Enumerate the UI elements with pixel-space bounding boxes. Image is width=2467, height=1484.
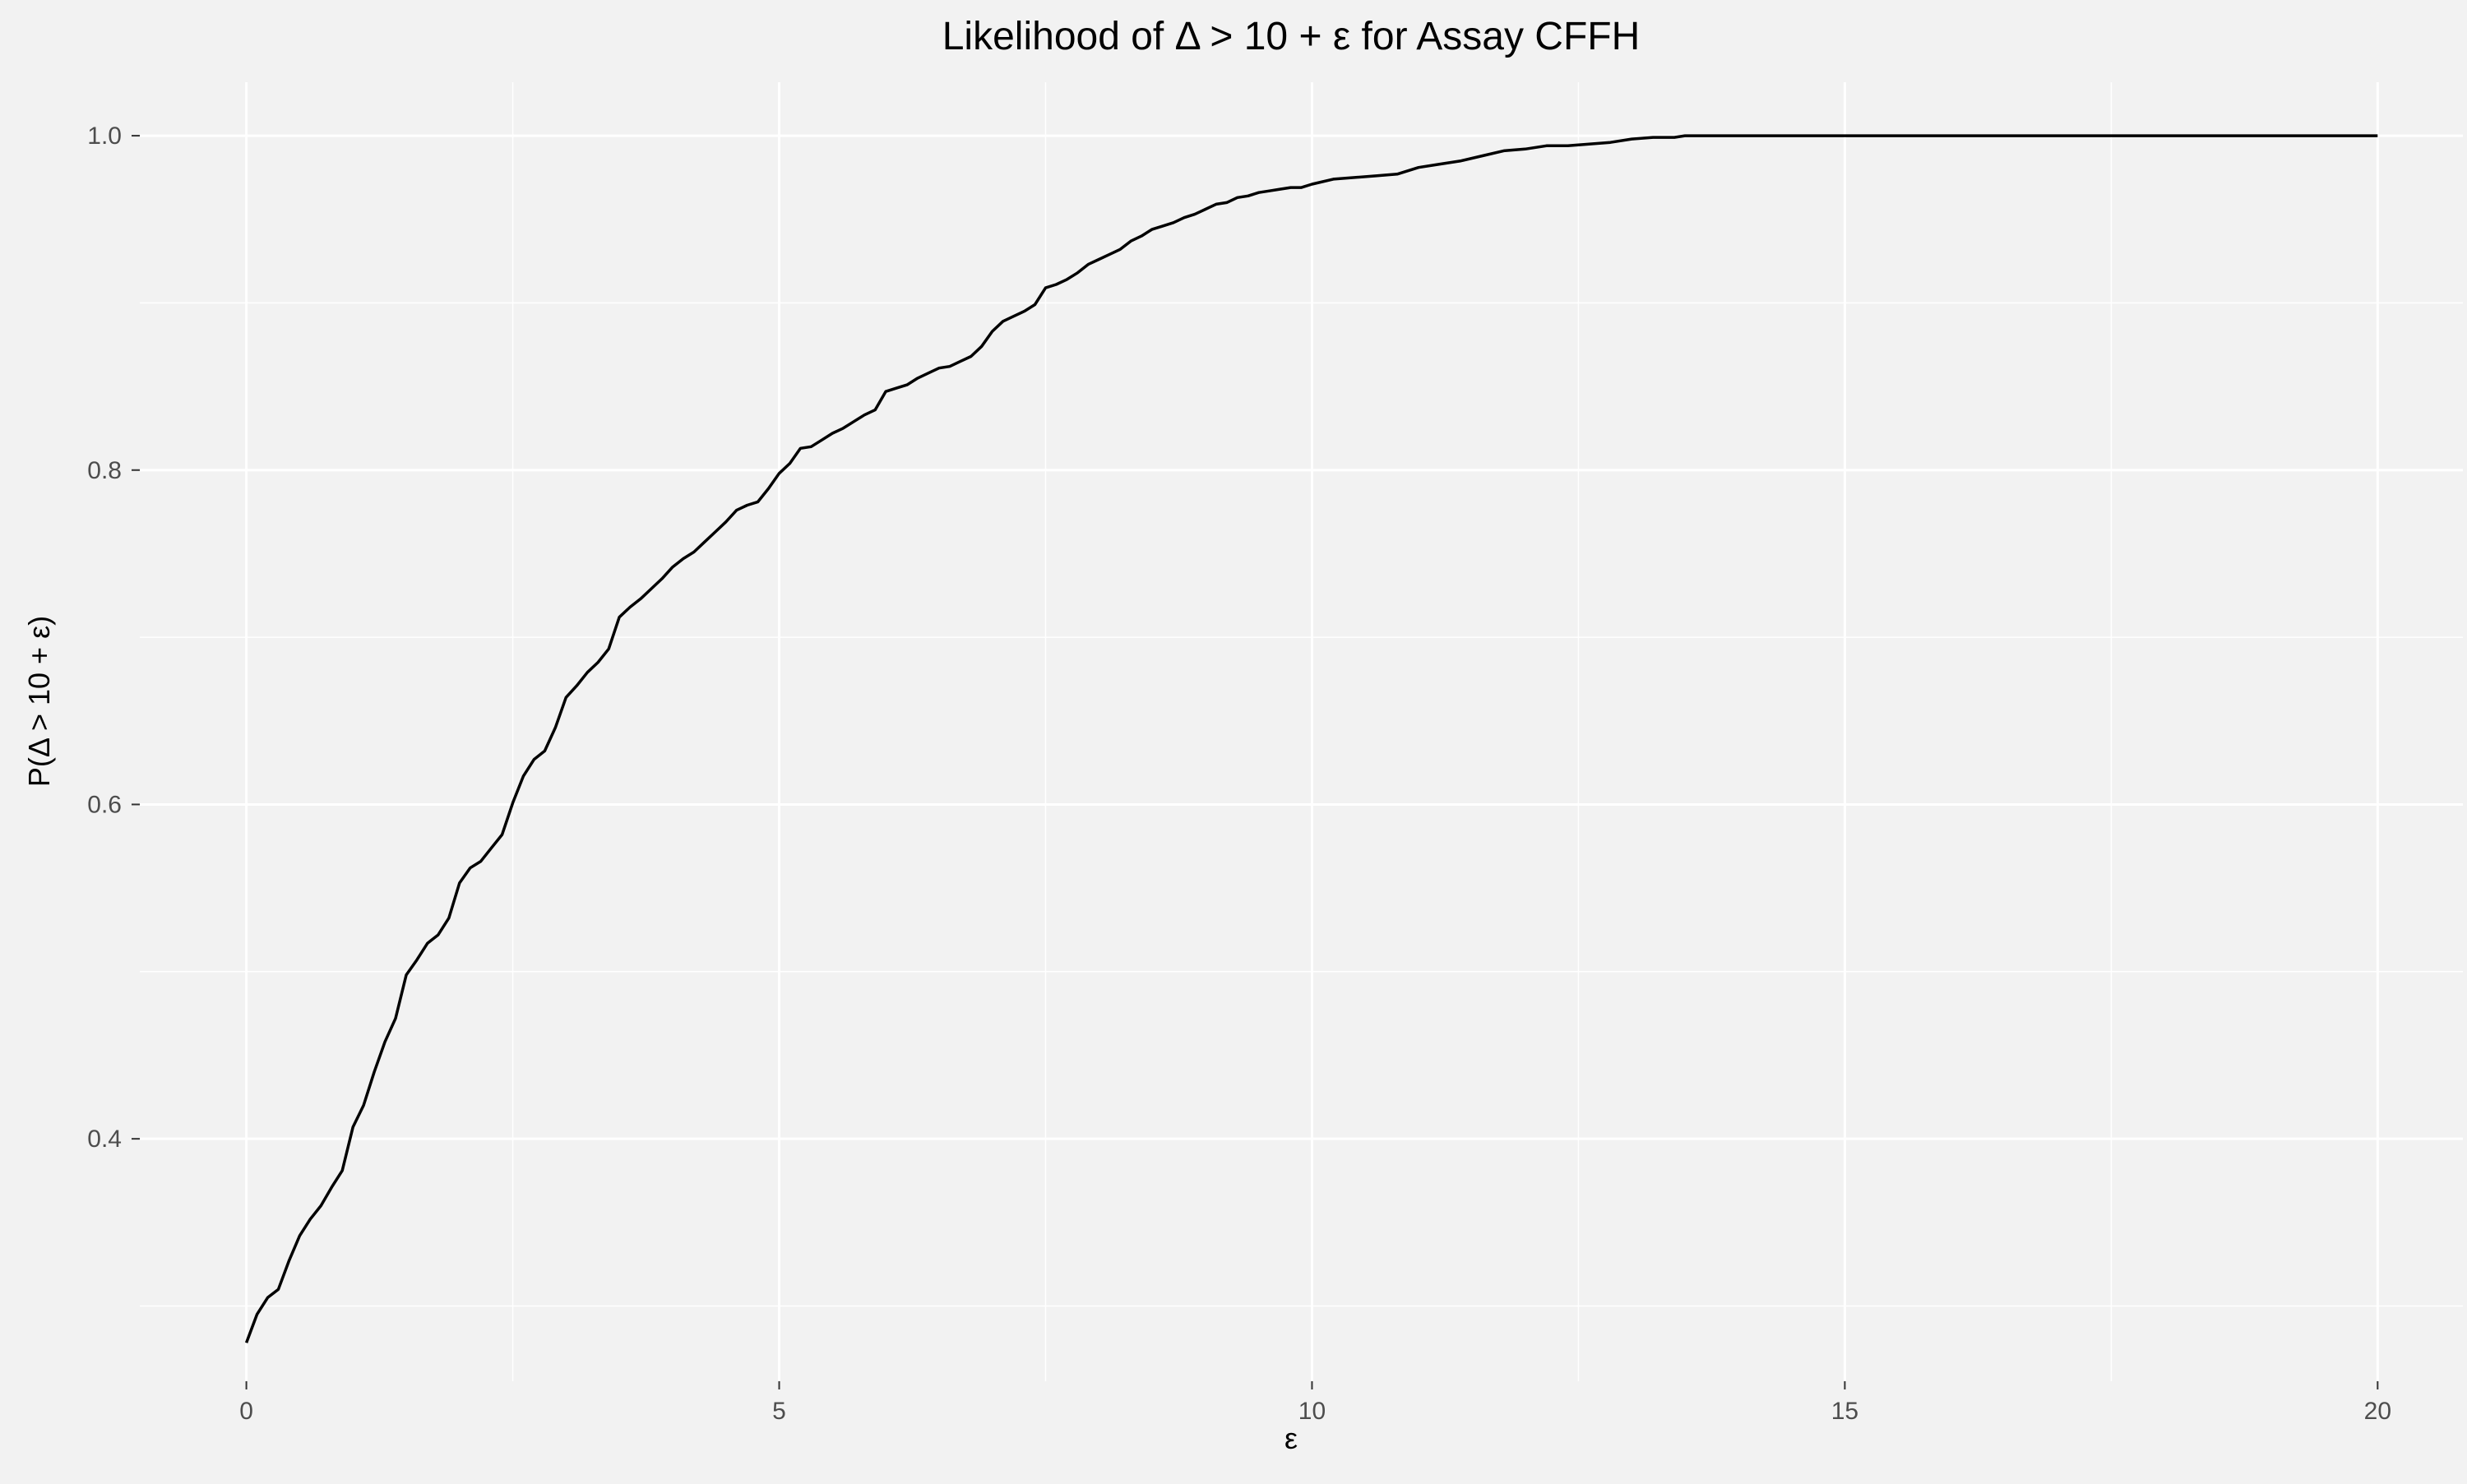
tick-layer: 0 5 10 15 20 0.4 0.6 0.8 1.0 <box>87 123 2391 1425</box>
x-tick-label: 0 <box>239 1398 253 1425</box>
x-tick-label: 5 <box>772 1398 786 1425</box>
probability-line <box>244 134 2378 1343</box>
y-tick-label: 1.0 <box>87 123 122 150</box>
x-tick-label: 10 <box>1298 1398 1326 1425</box>
y-tick-label: 0.4 <box>87 1126 122 1153</box>
y-tick-label: 0.8 <box>87 457 122 484</box>
line-layer <box>244 134 2378 1343</box>
x-axis-label: ε <box>1284 1422 1298 1455</box>
grid-layer <box>140 82 2463 1381</box>
x-tick-label: 15 <box>1831 1398 1858 1425</box>
x-tick-label: 20 <box>2364 1398 2391 1425</box>
chart-title: Likelihood of Δ > 10 + ε for Assay CFFH <box>942 15 1641 58</box>
y-tick-label: 0.6 <box>87 791 122 818</box>
y-axis-label: P(Δ > 10 + ε) <box>22 616 56 787</box>
